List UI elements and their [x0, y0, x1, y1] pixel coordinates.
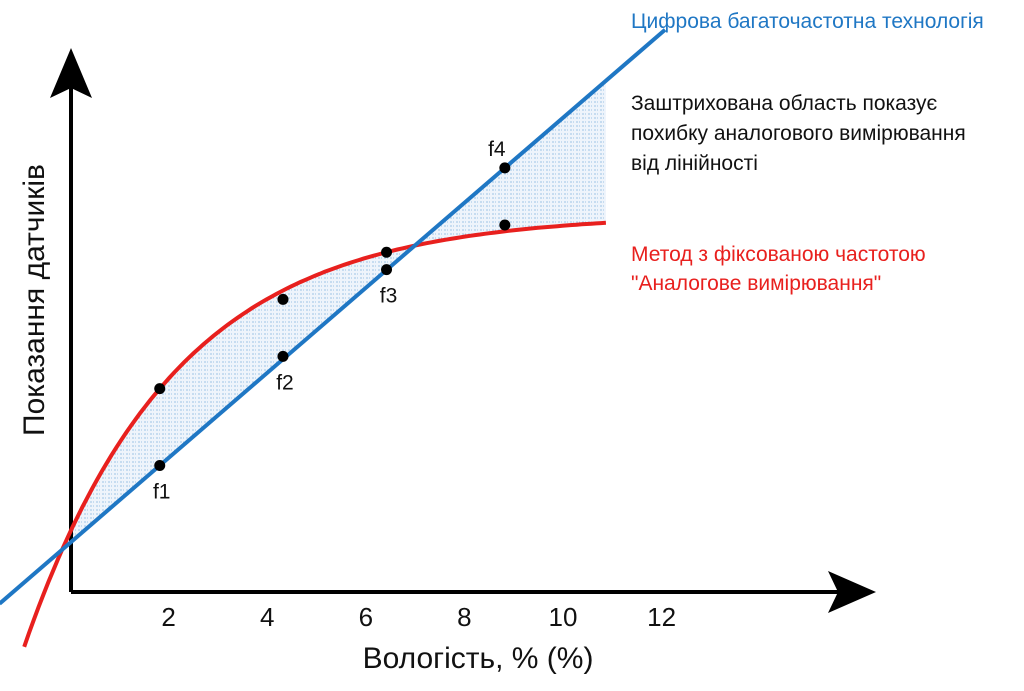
y-axis-title: Показання датчиків: [18, 164, 51, 436]
y-axis-arrow-icon: [50, 48, 92, 98]
data-point-digital: [499, 162, 511, 174]
series-line-digital: [0, 28, 667, 606]
point-label-f3: f3: [380, 285, 398, 308]
data-point-digital: [277, 350, 289, 362]
data-point-analog: [499, 219, 511, 231]
data-point-digital: [381, 264, 393, 276]
annotation-line-1: Заштрихована область показує: [631, 92, 938, 115]
annotation-line-3: від лінійності: [631, 152, 758, 175]
point-label-f4: f4: [488, 138, 506, 161]
point-labels: f1 f2 f3 f4: [153, 138, 506, 504]
data-point-analog: [381, 246, 393, 258]
data-point-analog: [277, 293, 289, 305]
legend-label-analog-line2: "Аналогове вимірювання": [631, 272, 881, 295]
annotation-line-2: похибку аналогового вимірювання: [631, 122, 966, 145]
x-axis-title: Вологість, % (%): [363, 642, 594, 675]
point-label-f2: f2: [276, 371, 294, 394]
x-tick-label: 6: [359, 602, 373, 632]
series-line-analog: [22, 220, 607, 648]
x-tick-label: 12: [647, 602, 676, 632]
legend-label-analog-line1: Метод з фіксованою частотою: [631, 243, 926, 266]
x-tick-labels: 2 4 6 8 10 12: [161, 602, 676, 632]
data-point-analog: [154, 383, 166, 395]
data-points: [154, 162, 511, 472]
point-label-f1: f1: [153, 481, 171, 504]
legend-label-digital: Цифрова багаточастотна технологія: [631, 10, 984, 33]
x-axis-arrow-icon: [828, 571, 876, 613]
x-tick-label: 4: [260, 602, 274, 632]
x-tick-label: 8: [457, 602, 471, 632]
data-point-digital: [154, 460, 166, 472]
x-tick-label: 10: [549, 602, 578, 632]
x-tick-label: 2: [161, 602, 175, 632]
